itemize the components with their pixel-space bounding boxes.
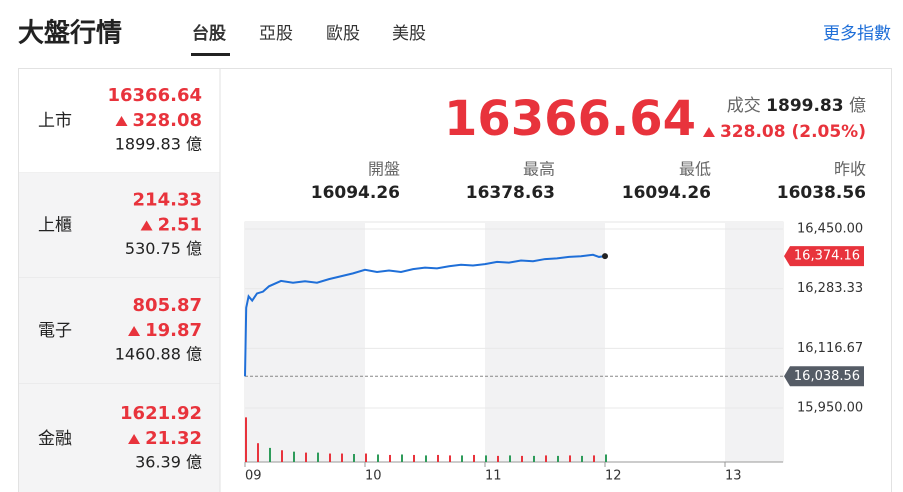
index-volume: 1460.88 億 [115,345,202,364]
volume-bar [257,443,259,462]
index-change: 2.51 [158,215,202,236]
index-name: 金融 [38,429,72,449]
volume-bar [341,453,343,462]
tab[interactable]: 歐股 [326,24,360,44]
session-band [725,222,783,462]
volume-bar [269,447,271,462]
index-row-bg[interactable] [19,278,220,384]
index-row-bg[interactable] [19,173,220,278]
main-price: 16366.64 [444,91,696,147]
up-arrow [128,326,141,336]
volume-bar [353,454,355,462]
stat-value: 16378.63 [466,183,555,203]
y-tick-label: 16,450.00 [797,222,863,237]
stat-value: 16038.56 [777,183,866,203]
session-band [245,222,365,462]
stat-value: 16094.26 [622,183,711,203]
stat-label: 最高 [523,160,555,179]
up-arrow [702,127,715,137]
price-badge-label: 16,374.16 [794,249,860,264]
volume-bar [605,454,607,462]
page-title: 大盤行情 [18,18,122,49]
turnover-label: 成交 [727,96,761,116]
stat-label: 最低 [679,160,711,179]
volume-bar [497,455,499,462]
volume-bar [509,455,511,462]
up-arrow [128,434,141,444]
x-tick-label: 13 [725,469,742,484]
volume-bar [533,455,535,462]
tab[interactable]: 台股 [192,23,226,44]
index-row-bg[interactable] [19,384,220,492]
volume-bar [473,454,475,462]
more-link[interactable]: 更多指數 [823,24,891,44]
price-badge-label: 16,038.56 [794,369,860,384]
volume-bar [593,455,595,462]
volume-bar [365,453,367,462]
index-name: 上櫃 [38,216,72,236]
volume-bar [401,454,403,462]
index-change: 21.32 [145,428,202,449]
volume-bar [245,417,247,462]
volume-bar [569,455,571,462]
volume-bar [317,452,319,462]
up-arrow [115,116,128,126]
volume-bar [377,454,379,462]
volume-bar [485,455,487,462]
volume-bar [581,455,583,462]
tab[interactable]: 美股 [392,24,426,44]
index-price: 214.33 [133,190,202,211]
volume-bar [329,453,331,462]
index-volume: 530.75 億 [125,239,202,258]
index-name: 上市 [38,111,72,131]
tab[interactable]: 亞股 [259,24,293,44]
price-badge [784,246,864,267]
stat-label: 開盤 [368,160,400,179]
x-tick-label: 12 [605,469,622,484]
index-price: 1621.92 [120,403,202,424]
y-tick-label: 16,116.67 [797,341,863,356]
x-tick-label: 09 [245,469,262,484]
price-badge [784,366,864,387]
volume-bar [449,455,451,462]
index-volume: 36.39 億 [135,453,202,472]
index-price: 805.87 [133,295,202,316]
volume-bar [557,455,559,462]
up-arrow [140,220,153,231]
turnover: 成交 1899.83 億 [727,96,866,116]
index-change: 19.87 [145,320,202,341]
volume-bar [293,451,295,462]
volume-bar [437,454,439,462]
volume-bar [305,452,307,462]
volume-bar [389,454,391,462]
price-line [244,253,606,377]
y-tick-label: 16,283.33 [797,281,863,296]
stat-value: 16094.26 [311,183,400,203]
volume-bar [425,455,427,462]
index-name: 電子 [38,321,72,341]
session-band [485,222,605,462]
volume-bar [545,455,547,462]
index-change: 328.08 [133,110,202,131]
main-change: 328.08 (2.05%) [720,122,866,142]
turnover-value: 1899.83 [766,96,843,116]
x-tick-label: 10 [365,469,382,484]
index-price: 16366.64 [107,85,202,106]
volume-bar [281,450,283,462]
stat-label: 昨收 [834,160,866,179]
y-tick-label: 15,950.00 [797,401,863,416]
volume-bar [413,454,415,462]
volume-bar [461,455,463,462]
tab-underline [191,53,230,56]
x-tick-label: 11 [485,469,502,484]
turnover-unit: 億 [849,96,866,116]
last-point [602,253,608,260]
index-volume: 1899.83 億 [115,135,202,154]
volume-bar [521,455,523,462]
